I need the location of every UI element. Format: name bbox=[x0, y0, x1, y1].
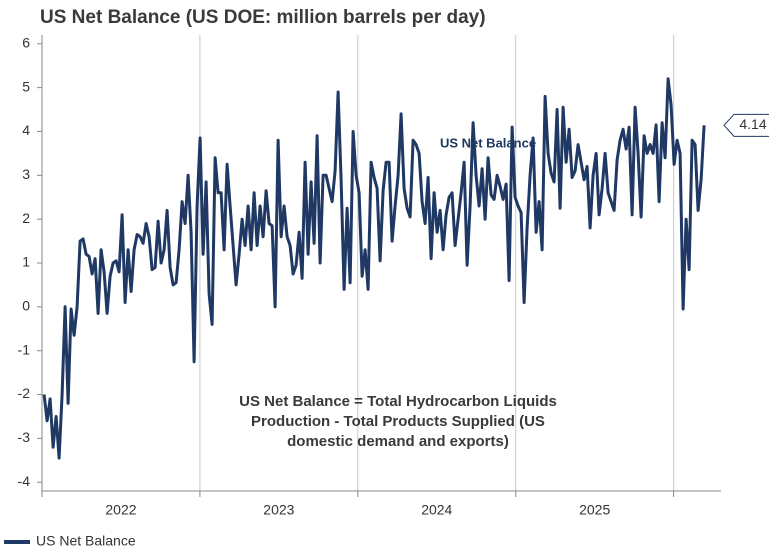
data-line bbox=[42, 77, 706, 460]
series-annotation: US Net Balance bbox=[440, 135, 536, 150]
x-tick-label: 2024 bbox=[421, 502, 452, 518]
value-callout bbox=[723, 113, 769, 137]
y-tick-label: 0 bbox=[22, 298, 30, 314]
y-tick-label: -3 bbox=[18, 429, 31, 445]
y-tick-label: 1 bbox=[22, 254, 30, 270]
y-tick-label: -4 bbox=[18, 473, 31, 489]
y-tick-label: -2 bbox=[18, 385, 31, 401]
legend-label: US Net Balance bbox=[36, 533, 136, 549]
y-tick-label: -1 bbox=[18, 341, 31, 357]
y-tick-label: 4 bbox=[22, 122, 30, 138]
note-text: Production - Total Products Supplied (US bbox=[251, 413, 545, 430]
y-tick-label: 2 bbox=[22, 210, 30, 226]
y-tick-label: 3 bbox=[22, 166, 30, 182]
note-text: US Net Balance = Total Hydrocarbon Liqui… bbox=[239, 393, 557, 410]
value-label: 4.14 bbox=[739, 116, 766, 132]
y-tick-label: 5 bbox=[22, 78, 30, 94]
x-tick-label: 2025 bbox=[579, 502, 610, 518]
x-tick-label: 2022 bbox=[105, 502, 136, 518]
chart-title: US Net Balance (US DOE: million barrels … bbox=[40, 7, 486, 28]
x-tick-label: 2023 bbox=[263, 502, 294, 518]
y-tick-label: 6 bbox=[22, 34, 30, 50]
note-text: domestic demand and exports) bbox=[287, 433, 509, 450]
